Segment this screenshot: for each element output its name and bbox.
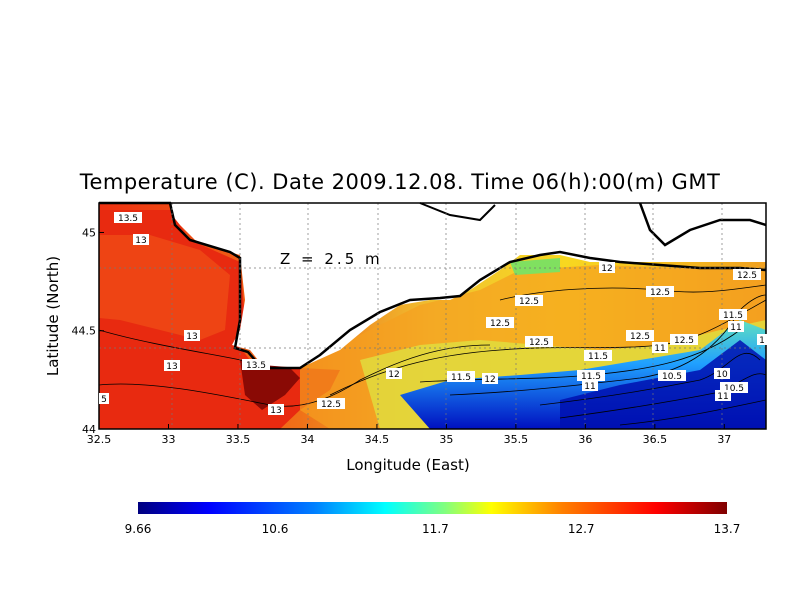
y-tick-label: 45 — [82, 226, 96, 239]
contour-label-box — [757, 334, 767, 345]
colorbar-tick-group: 9.66 10.6 11.7 12.7 13.7 — [125, 522, 741, 536]
colorbar-tick-label: 10.6 — [262, 522, 289, 536]
x-axis-label: Longitude (East) — [346, 456, 469, 474]
colorbar — [138, 502, 727, 514]
contour-label: 12.5 — [519, 297, 539, 307]
colorbar-tick-label: 12.7 — [568, 522, 595, 536]
y-tick-group: 44 44.5 45 — [72, 226, 104, 436]
x-tick-group: 32.5 33 33.5 34 34.5 35 35.5 36 36.5 37 — [87, 424, 731, 446]
x-tick-label: 35 — [439, 433, 453, 446]
contour-label: 13 — [135, 236, 146, 246]
contour-label: 12.5 — [529, 338, 549, 348]
contour-label-box — [447, 371, 475, 382]
contour-label-box — [133, 234, 149, 245]
contour-label-box — [658, 370, 686, 381]
contour-label-box — [584, 350, 612, 361]
contour-label: 10.5 — [662, 372, 682, 382]
x-tick-label: 33 — [161, 433, 175, 446]
contour-label: 11.5 — [723, 311, 743, 321]
contour-label-box — [242, 359, 270, 370]
contour-label: 11 — [584, 382, 595, 392]
coastline — [99, 201, 767, 370]
contour-label-box — [733, 269, 761, 280]
contour-label: 12.5 — [674, 336, 694, 346]
contour-label: 1 — [759, 336, 765, 346]
contour-label: 11.5 — [451, 373, 471, 383]
contour-label: 12.5 — [321, 400, 341, 410]
contour-label: 12.5 — [650, 288, 670, 298]
cold-core — [560, 340, 766, 429]
contour-label-box — [728, 321, 744, 332]
contour-label: 11 — [654, 344, 665, 354]
contour-label-box — [99, 393, 109, 404]
contour-label-box — [164, 360, 180, 371]
hot-core — [240, 360, 300, 410]
x-tick-label: 36.5 — [643, 433, 668, 446]
contour-label-box — [386, 368, 402, 379]
contour-label-box — [715, 390, 731, 401]
contour-label: 13 — [166, 362, 177, 372]
contour-label-box — [599, 262, 615, 273]
plot-frame — [98, 202, 767, 430]
land-masses — [99, 201, 767, 370]
x-tick-label: 32.5 — [87, 433, 112, 446]
colorbar-tick-label: 11.7 — [422, 522, 449, 536]
contour-label: 12.5 — [490, 319, 510, 329]
contour-label-box — [720, 382, 748, 393]
depth-label: Z = 2.5 m — [280, 250, 383, 268]
contour-label: 10.5 — [724, 384, 744, 394]
y-axis-label: Latitude (North) — [44, 256, 62, 376]
contour-label: 11.5 — [581, 372, 601, 382]
x-tick-label: 33.5 — [226, 433, 251, 446]
green-patch — [510, 258, 560, 275]
contour-label-box — [646, 286, 674, 297]
colorbar-tick-label: 13.7 — [714, 522, 741, 536]
x-tick-label: 37 — [717, 433, 731, 446]
contour-label-box — [719, 309, 747, 320]
contour-label: 13 — [270, 406, 281, 416]
contour-label: 12 — [484, 375, 495, 385]
contour-label-box — [670, 334, 698, 345]
contour-label-box — [114, 212, 142, 223]
contour-label: 11 — [717, 392, 728, 402]
x-tick-label: 36 — [578, 433, 592, 446]
contour-label: 11 — [730, 323, 741, 333]
contour-label-box — [268, 404, 284, 415]
contour-label: 12.5 — [630, 332, 650, 342]
contour-label-box — [515, 295, 543, 306]
warm-inner-zone — [99, 235, 230, 340]
x-tick-label: 34 — [300, 433, 314, 446]
colorbar-tick-label: 9.66 — [125, 522, 152, 536]
contour-label: 13.5 — [246, 361, 266, 371]
contour-label-box — [486, 317, 514, 328]
x-tick-label: 35.5 — [504, 433, 529, 446]
contour-label: 5 — [101, 395, 107, 405]
contour-label: 12 — [388, 370, 399, 380]
contour-label-box — [582, 380, 598, 391]
plot-title: Temperature (C). Date 2009.12.08. Time 0… — [79, 170, 721, 194]
contour-label-box — [652, 342, 668, 353]
coastline-north — [419, 202, 496, 222]
y-tick-label: 44.5 — [72, 325, 97, 338]
contour-label-box — [577, 370, 605, 381]
contour-label-box — [714, 368, 730, 379]
y-tick-label: 44 — [82, 423, 96, 436]
contour-label: 11.5 — [588, 352, 608, 362]
contour-label-box — [525, 336, 553, 347]
x-tick-label: 34.5 — [365, 433, 390, 446]
contour-label: 12 — [601, 264, 612, 274]
contour-label: 13 — [186, 332, 197, 342]
contour-label: 10 — [716, 370, 728, 380]
coastline-azov — [638, 202, 767, 247]
contour-label-group: 13.5 13 13 13 13.5 13 12.5 12 12 11.5 12.5 12.5 12.5… — [99, 212, 767, 416]
contour-label: 13.5 — [118, 214, 138, 224]
contour-label: 12.5 — [737, 271, 757, 281]
contour-label-box — [626, 330, 654, 341]
contour-label-box — [184, 330, 200, 341]
contour-label-box — [317, 398, 345, 409]
contour-label-box — [482, 373, 498, 384]
crimea-land — [99, 203, 766, 368]
